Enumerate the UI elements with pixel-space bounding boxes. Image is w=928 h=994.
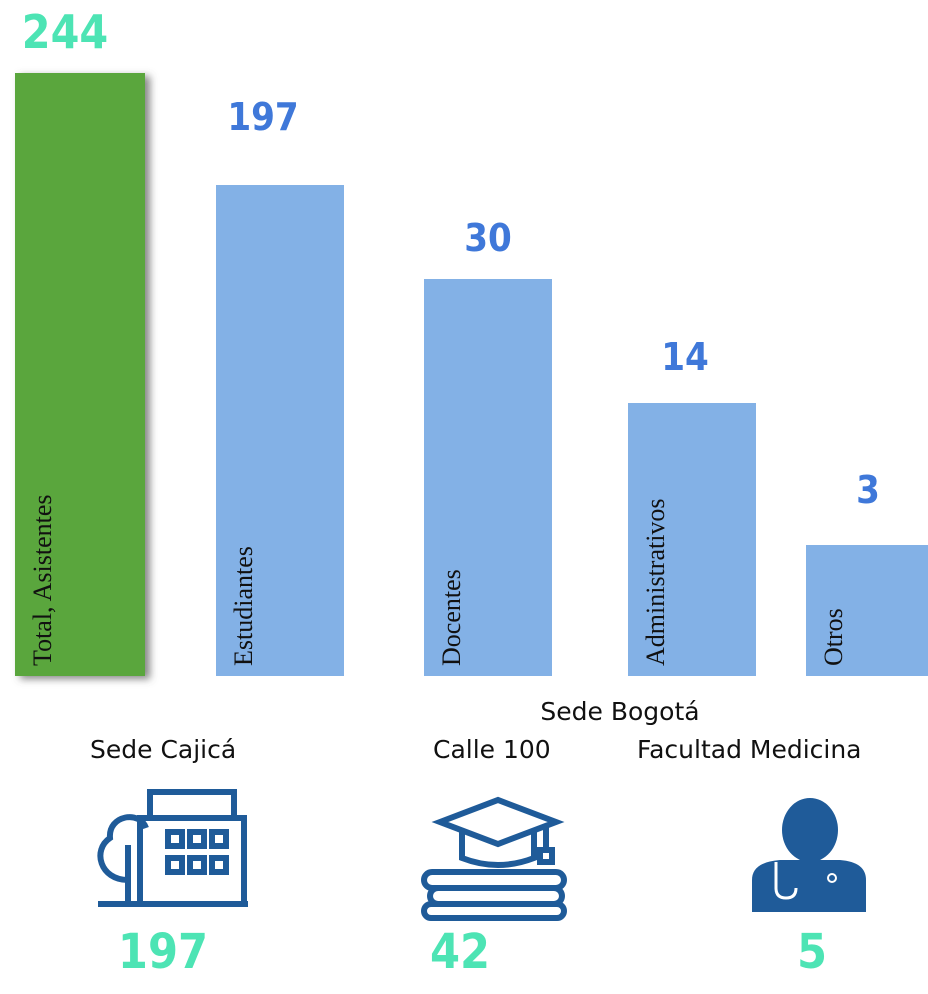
icon-books	[421, 796, 567, 921]
bar	[15, 73, 145, 676]
site-value: 5	[797, 924, 827, 980]
bar	[628, 403, 756, 676]
group-label: Sede Bogotá	[540, 697, 699, 726]
bar-label: Total, Asistentes	[28, 494, 57, 666]
site-value: 197	[118, 924, 208, 980]
icon-doctor	[752, 798, 866, 912]
bar-value: 30	[464, 216, 512, 260]
bar-value: 244	[22, 5, 108, 59]
site-name: Sede Cajicá	[90, 735, 236, 764]
bar-label: Docentes	[437, 569, 466, 666]
site-name: Facultad Medicina	[637, 735, 862, 764]
site-name: Calle 100	[433, 735, 551, 764]
bar-value: 14	[661, 335, 709, 379]
bar-label: Otros	[819, 608, 848, 666]
bar-label: Estudiantes	[229, 546, 258, 666]
bar-value: 3	[856, 468, 880, 512]
bar-label: Administrativos	[641, 498, 670, 666]
site-value: 42	[430, 924, 490, 980]
bar-value: 197	[227, 95, 298, 139]
bar	[806, 545, 928, 676]
icon-building	[97, 789, 248, 907]
bar	[216, 185, 344, 676]
bar	[424, 279, 552, 676]
